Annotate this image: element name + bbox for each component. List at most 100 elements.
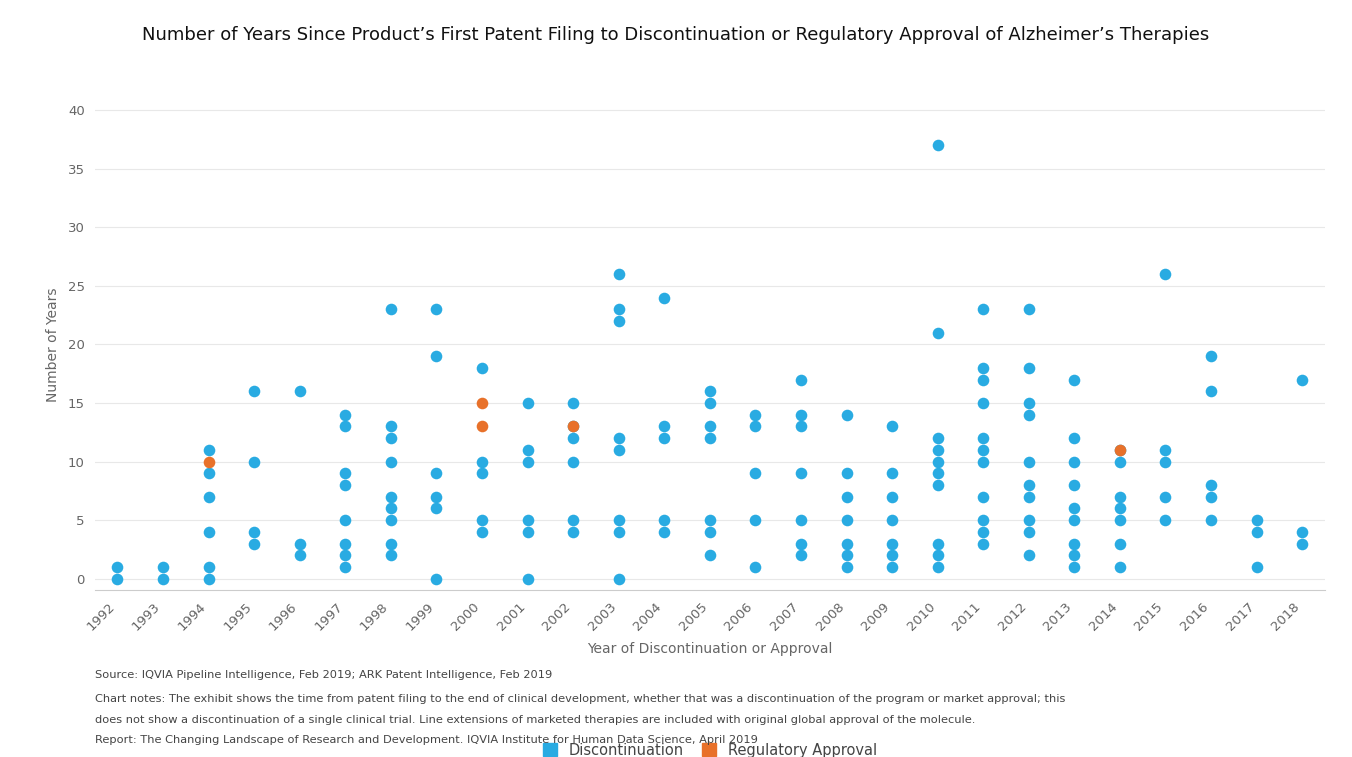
Point bbox=[334, 409, 356, 421]
Point bbox=[745, 561, 767, 573]
Text: Report: The Changing Landscape of Research and Development. IQVIA Institute for : Report: The Changing Landscape of Resear… bbox=[95, 735, 757, 745]
Point bbox=[516, 526, 538, 538]
Point bbox=[972, 514, 994, 526]
Point bbox=[1064, 537, 1086, 550]
Point bbox=[1201, 491, 1222, 503]
Point bbox=[1291, 537, 1313, 550]
Point bbox=[836, 550, 857, 562]
Point bbox=[608, 514, 630, 526]
Point bbox=[516, 514, 538, 526]
Point bbox=[1291, 373, 1313, 385]
Point bbox=[699, 420, 721, 432]
Point bbox=[1018, 479, 1040, 491]
Point bbox=[470, 456, 492, 468]
Point bbox=[1018, 514, 1040, 526]
Point bbox=[927, 432, 949, 444]
Point bbox=[745, 409, 767, 421]
Point bbox=[1201, 514, 1222, 526]
Point bbox=[1064, 561, 1086, 573]
Point bbox=[426, 573, 448, 585]
Point bbox=[516, 397, 538, 409]
Point bbox=[562, 420, 584, 432]
Point bbox=[836, 514, 857, 526]
Point bbox=[699, 397, 721, 409]
Point bbox=[1064, 373, 1086, 385]
Point bbox=[699, 526, 721, 538]
Point bbox=[426, 491, 448, 503]
Point bbox=[1064, 514, 1086, 526]
Point bbox=[334, 550, 356, 562]
Point bbox=[380, 456, 402, 468]
Point bbox=[608, 444, 630, 456]
Point bbox=[1018, 362, 1040, 374]
Point bbox=[289, 385, 311, 397]
Point bbox=[1201, 479, 1222, 491]
Point bbox=[1018, 397, 1040, 409]
Point bbox=[699, 385, 721, 397]
Point bbox=[1064, 550, 1086, 562]
Point bbox=[562, 420, 584, 432]
Point bbox=[1018, 456, 1040, 468]
Point bbox=[882, 550, 903, 562]
Point bbox=[380, 503, 402, 515]
Point bbox=[380, 491, 402, 503]
Point bbox=[927, 456, 949, 468]
Point bbox=[426, 503, 448, 515]
Point bbox=[380, 537, 402, 550]
Text: Source: IQVIA Pipeline Intelligence, Feb 2019; ARK Patent Intelligence, Feb 2019: Source: IQVIA Pipeline Intelligence, Feb… bbox=[95, 670, 552, 680]
Point bbox=[289, 550, 311, 562]
Point bbox=[1109, 561, 1130, 573]
Legend: Discontinuation, Regulatory Approval: Discontinuation, Regulatory Approval bbox=[535, 736, 884, 757]
Point bbox=[1155, 491, 1176, 503]
Point bbox=[1109, 444, 1130, 456]
Point bbox=[1109, 503, 1130, 515]
Point bbox=[1109, 537, 1130, 550]
Point bbox=[334, 479, 356, 491]
Point bbox=[1155, 268, 1176, 280]
Point bbox=[927, 139, 949, 151]
Point bbox=[197, 467, 219, 479]
Point bbox=[1201, 385, 1222, 397]
Point bbox=[470, 526, 492, 538]
Point bbox=[927, 327, 949, 339]
Point bbox=[1109, 456, 1130, 468]
Point bbox=[972, 397, 994, 409]
Point bbox=[197, 561, 219, 573]
Point bbox=[790, 514, 811, 526]
Point bbox=[107, 573, 128, 585]
Point bbox=[1064, 479, 1086, 491]
Point bbox=[334, 514, 356, 526]
Point bbox=[380, 420, 402, 432]
Point bbox=[699, 432, 721, 444]
Point bbox=[972, 456, 994, 468]
Point bbox=[380, 432, 402, 444]
Point bbox=[516, 573, 538, 585]
Point bbox=[836, 537, 857, 550]
Text: does not show a discontinuation of a single clinical trial. Line extensions of m: does not show a discontinuation of a sin… bbox=[95, 715, 975, 724]
Point bbox=[608, 432, 630, 444]
Point bbox=[197, 456, 219, 468]
Point bbox=[653, 432, 675, 444]
Point bbox=[972, 432, 994, 444]
Point bbox=[153, 573, 174, 585]
Point bbox=[1018, 526, 1040, 538]
Point bbox=[882, 561, 903, 573]
Point bbox=[243, 537, 265, 550]
Point bbox=[470, 397, 492, 409]
Point bbox=[790, 373, 811, 385]
Point bbox=[470, 514, 492, 526]
Point bbox=[836, 561, 857, 573]
Point bbox=[699, 550, 721, 562]
Point bbox=[197, 444, 219, 456]
Point bbox=[562, 397, 584, 409]
Point bbox=[790, 420, 811, 432]
Point bbox=[1018, 491, 1040, 503]
Point bbox=[1245, 561, 1267, 573]
Point bbox=[470, 467, 492, 479]
Point bbox=[380, 550, 402, 562]
Point bbox=[882, 491, 903, 503]
Point bbox=[653, 420, 675, 432]
Point bbox=[608, 573, 630, 585]
Point bbox=[790, 550, 811, 562]
Point bbox=[334, 467, 356, 479]
